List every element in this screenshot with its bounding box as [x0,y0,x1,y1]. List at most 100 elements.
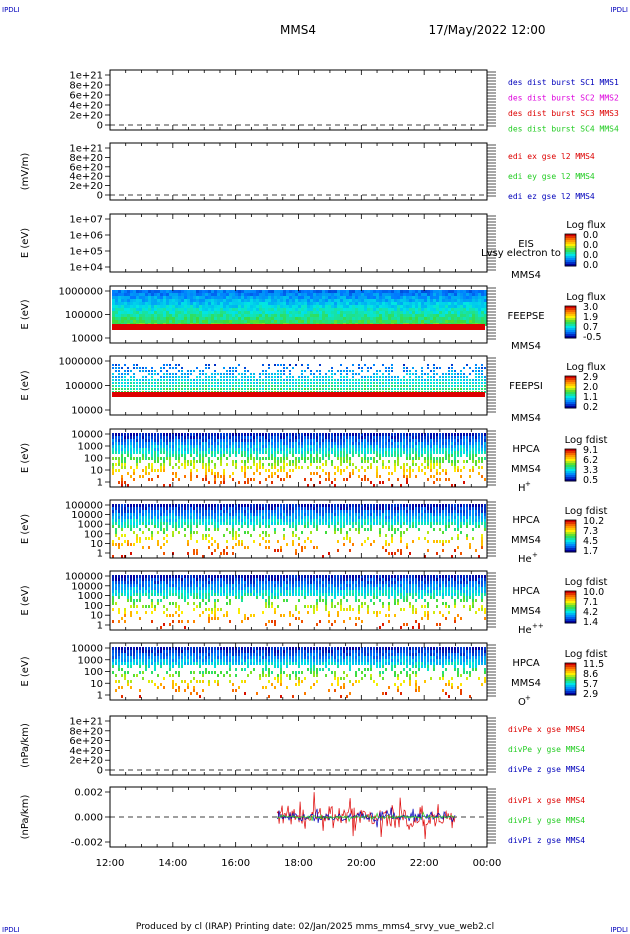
spectrogram-pixel [187,317,190,320]
spectrogram-pixel [202,388,204,390]
spectrogram-pixel [415,320,418,323]
spectrogram-pixel [175,463,177,466]
spectrogram-pixel [343,439,345,442]
spectrogram-pixel [220,463,222,466]
spectrogram-pixel [397,436,399,439]
spectrogram-pixel [409,451,411,454]
colorbar-segment [565,376,576,379]
spectrogram-pixel [442,376,444,378]
spectrogram-pixel [361,436,363,439]
spectrogram-pixel [238,311,241,314]
spectrogram-pixel [115,436,117,439]
spectrogram-pixel [400,448,402,451]
spectrogram-pixel [175,510,177,513]
spectrogram-pixel [439,439,441,442]
spectrogram-pixel [112,510,114,513]
spectrogram-pixel [289,290,292,293]
spectrogram-pixel [163,439,165,442]
spectrogram-pixel [223,302,226,305]
spectrogram-pixel [346,317,349,320]
spectrogram-pixel [409,305,412,308]
spectrogram-pixel [307,320,310,323]
spectrogram-pixel [355,433,357,436]
spectrogram-pixel [253,460,255,463]
spectrogram-pixel [289,296,292,299]
spectrogram-pixel [178,478,180,481]
spectrogram-pixel [475,296,478,299]
spectrogram-pixel [190,445,192,448]
spectrogram-pixel [322,445,324,448]
colorbar-segment [565,252,576,255]
spectrogram-pixel [142,317,145,320]
spectrogram-pixel [316,370,318,372]
corner-label-bottom-right: IPDLI [610,926,628,934]
spectrogram-pixel [145,388,147,390]
spectrogram-pixel [388,317,391,320]
spectrogram-pixel [391,305,394,308]
spectrogram-pixel [367,439,369,442]
spectrogram-pixel [400,290,403,293]
spectrogram-pixel [388,445,390,448]
spectrogram-pixel [127,296,130,299]
spectrogram-pixel [343,302,346,305]
spectrogram-pixel [388,442,390,445]
spectrogram-pixel [184,445,186,448]
spectrogram-pixel [340,308,343,311]
spectrogram-pixel [328,475,330,478]
spectrogram-pixel [238,543,240,546]
spectrogram-pixel [307,311,310,314]
spectrogram-pixel [469,317,472,320]
spectrogram-pixel [334,451,336,454]
spectrogram-pixel [385,311,388,314]
spectrogram-pixel [316,293,319,296]
spectrogram-pixel [406,439,408,442]
spectrogram-pixel [331,367,333,369]
spectrogram-pixel [220,454,222,457]
spectrogram-pixel [313,385,315,387]
spectrogram-pixel [481,475,483,478]
spectrogram-pixel [271,457,273,460]
spectrogram-pixel [217,448,219,451]
spectrogram-pixel [403,475,405,478]
spectrogram-pixel [118,320,121,323]
spectrogram-pixel [217,510,219,513]
spectrogram-pixel [235,382,237,384]
spectrogram-pixel [157,433,159,436]
spectrogram-pixel [229,367,231,369]
spectrogram-pixel [121,484,123,487]
spectrogram-pixel [319,317,322,320]
spectrogram-pixel [160,522,162,525]
spectrogram-pixel [475,388,477,390]
spectrogram-pixel [136,314,139,317]
spectrogram-pixel [319,373,321,375]
spectrogram-pixel [394,308,397,311]
spectrogram-pixel [454,376,456,378]
spectrogram-pixel [193,388,195,390]
spectrogram-pixel [292,302,295,305]
spectrogram-pixel [175,305,178,308]
spectrogram-pixel [283,367,285,369]
spectrogram-pixel [436,305,439,308]
spectrogram-pixel [223,549,225,552]
spectrogram-pixel [367,293,370,296]
spectrogram-pixel [133,513,135,516]
spectrogram-pixel [205,308,208,311]
spectrogram-pixel [241,522,243,525]
spectrogram-pixel [238,436,240,439]
y-tick-label: 10000 [71,334,103,345]
spectrogram-pixel [388,299,391,302]
spectrogram-pixel [445,317,448,320]
spectrogram-pixel [451,451,453,454]
spectrogram-pixel [187,445,189,448]
spectrogram-pixel [379,320,382,323]
spectrogram-pixel [463,376,465,378]
spectrogram-pixel [427,388,429,390]
spectrogram-pixel [211,522,213,525]
spectrogram-pixel [343,382,345,384]
spectrogram-pixel [436,367,438,369]
spectrogram-pixel [409,293,412,296]
spectrogram-pixel [391,442,393,445]
spectrogram-pixel [325,436,327,439]
spectrogram-pixel [361,445,363,448]
spectrogram-pixel [127,302,130,305]
